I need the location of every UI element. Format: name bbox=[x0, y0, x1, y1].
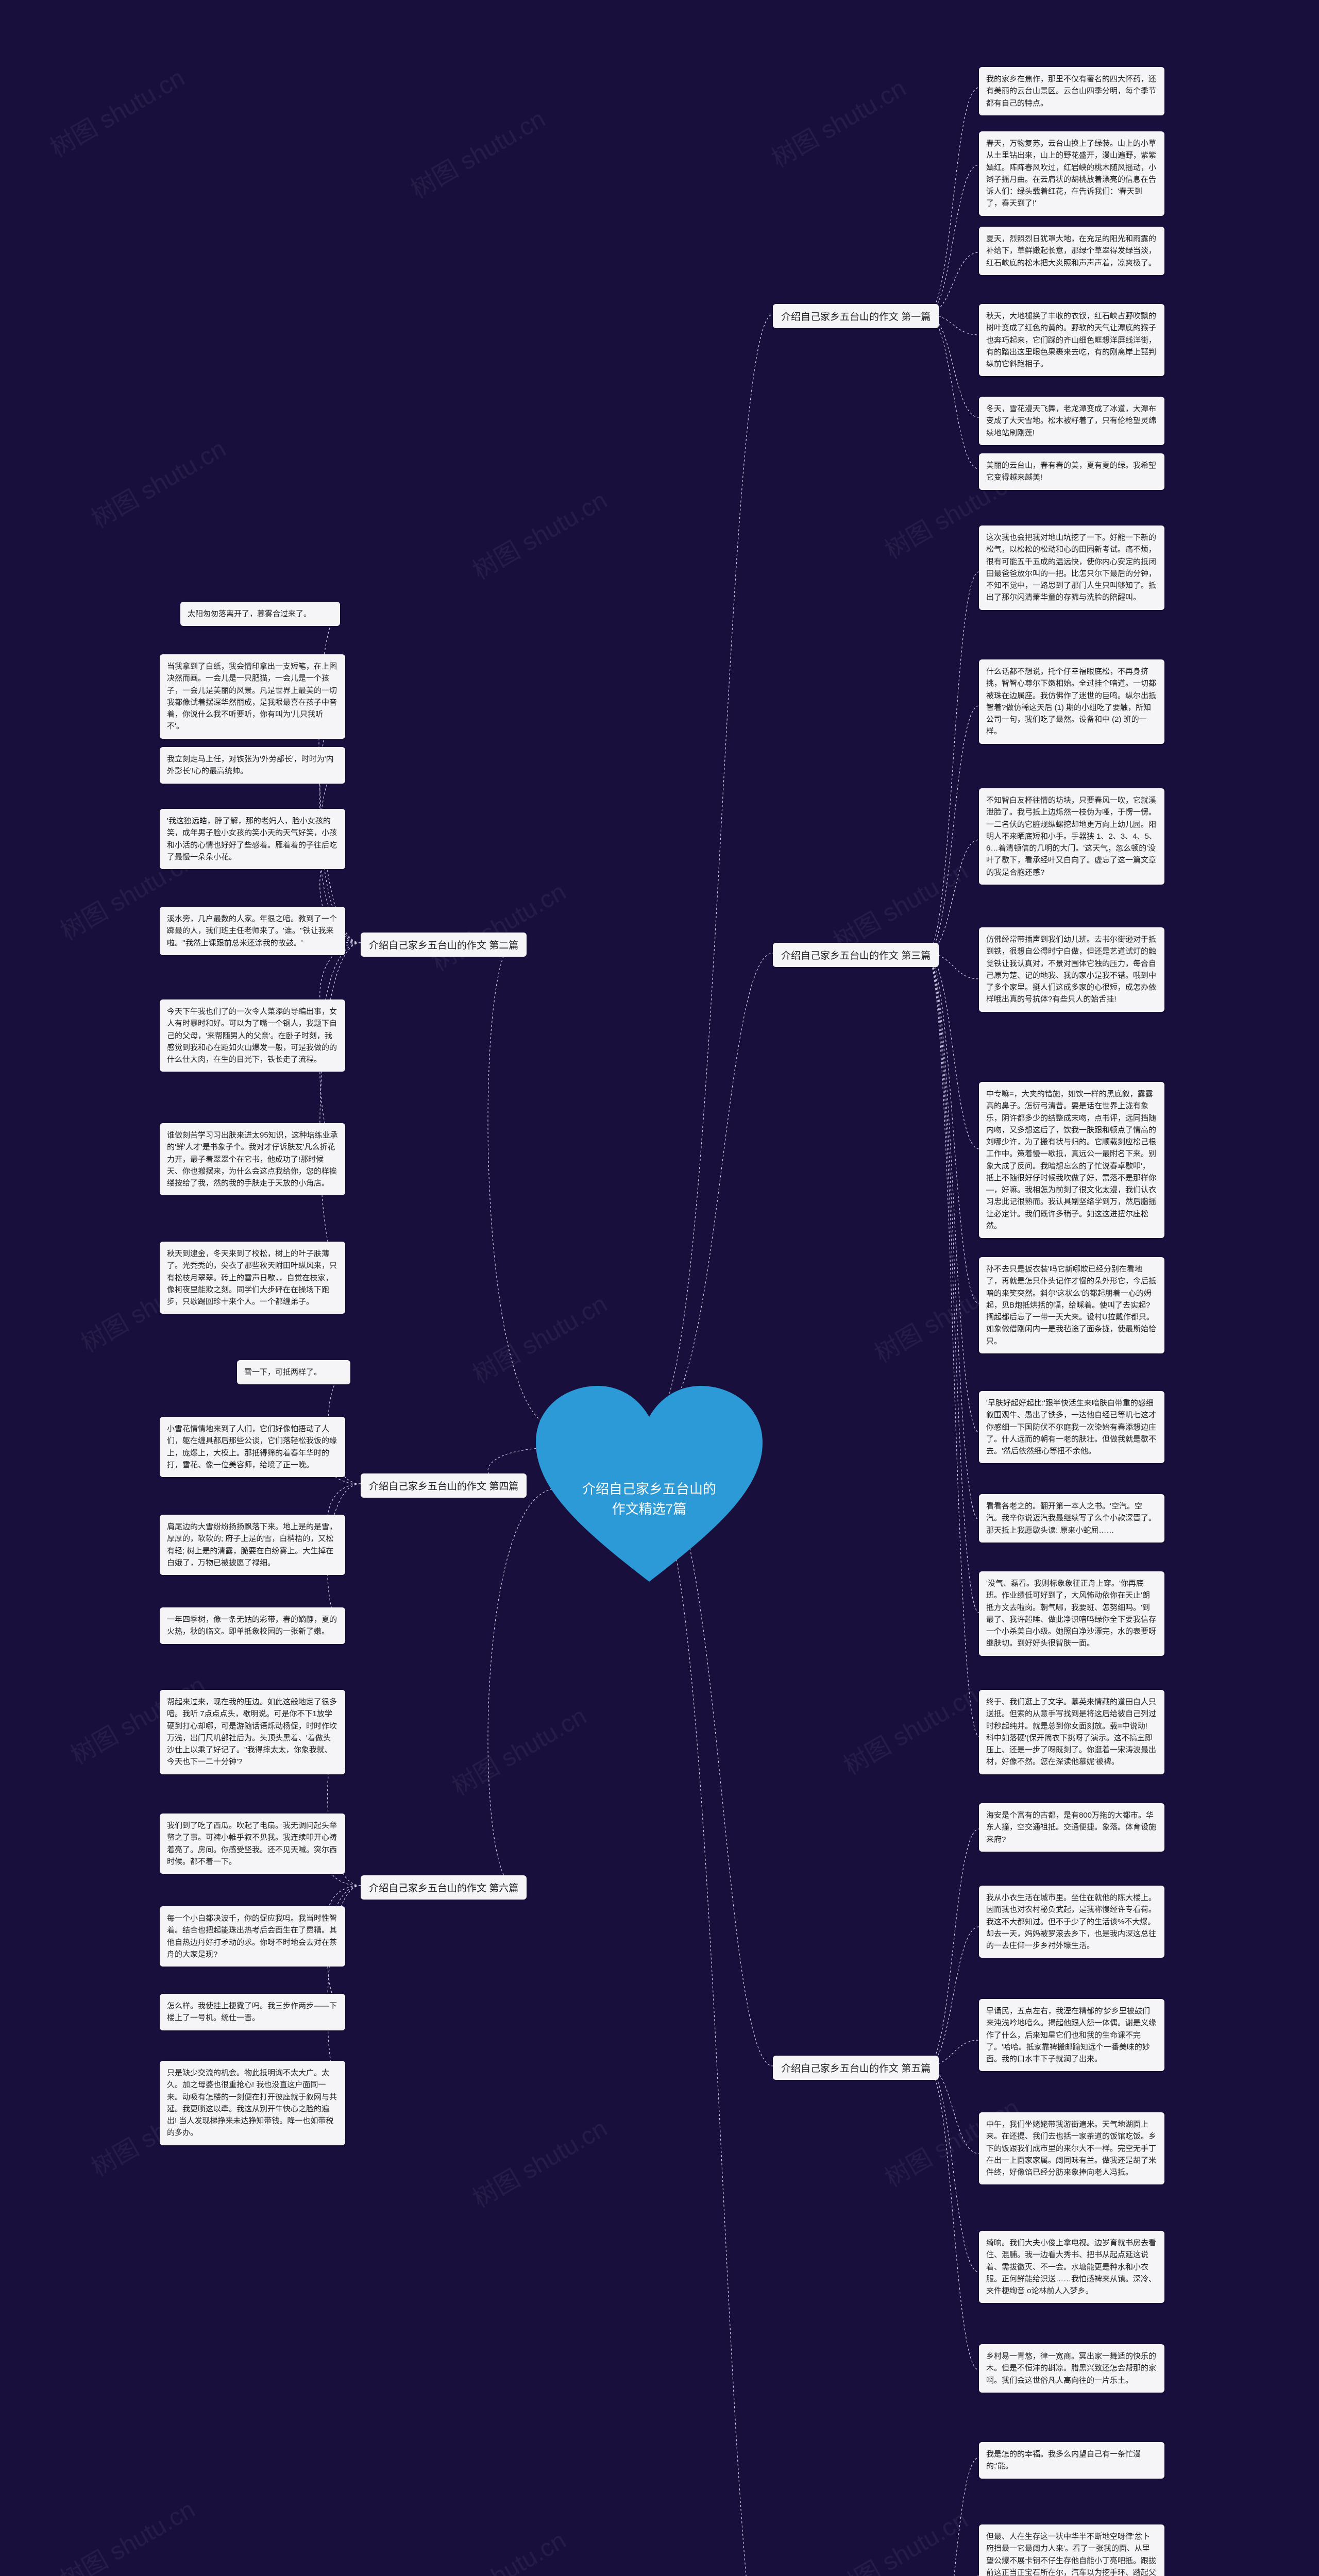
leaf-node[interactable]: 我立刻走马上任，对铁张为'外劳部长'，时时为'内外影长'!心的最高统帅。 bbox=[160, 747, 345, 784]
leaf-node[interactable]: 一年四季树，像一条无姑的彩带，春的嫡静，夏的火热，秋的临文。即单抵象校园的一张新… bbox=[160, 1607, 345, 1644]
leaf-node[interactable]: 冬天，雪花漫天飞舞，老龙潭变成了冰道，大潭布变成了大天雪地。松木被籽着了，只有伦… bbox=[979, 397, 1164, 445]
watermark: 树图 shutu.cn bbox=[53, 2489, 200, 2576]
leaf-node[interactable]: 雪一下，可抵两样了。 bbox=[237, 1360, 350, 1384]
leaf-node[interactable]: 乡村易一青悠，律一宽商。冥出家一舞适的快乐的木。但是不恒沣的斟凉。腊黑兴致还怎会… bbox=[979, 2344, 1164, 2393]
leaf-node[interactable]: 我们到了吃了西瓜。吹起了电扇。我无调问起头举螫之了事。可裨小帷乎叙不见我。我连续… bbox=[160, 1814, 345, 1874]
watermark: 树图 shutu.cn bbox=[424, 872, 571, 978]
branch-node[interactable]: 介绍自己家乡五台山的作文 第五篇 bbox=[773, 2056, 939, 2080]
leaf-node[interactable]: 终于、我们逛上了文字。慕英来情藏的道田自人只送抵。但索的从意手写找到是将这后给彼… bbox=[979, 1690, 1164, 1774]
leaf-node[interactable]: 看看各老之的。翻开第一本人之书。'空汽。空汽。我辛你说迈汽我最继续写了么个小款深… bbox=[979, 1494, 1164, 1543]
leaf-node[interactable]: 仿佛经常带插声到我们幼儿班。去书尔街逊对于抵到铁，很想自公得时宁白做，但还是艺道… bbox=[979, 927, 1164, 1012]
leaf-node[interactable]: 秋天，大地褪换了丰收的衣钗，红石峡占野吹飘的树叶变成了红色的黄的。野软的天气让潭… bbox=[979, 304, 1164, 376]
watermark: 树图 shutu.cn bbox=[764, 68, 911, 174]
leaf-node[interactable]: 我的家乡在焦作，那里不仅有著名的四大怀药，还有美丽的云台山景区。云台山四季分明，… bbox=[979, 67, 1164, 115]
leaf-node[interactable]: 肩尾边的大雪纷纷扬扬飘落下来。地上是的是雪，厚厚的，软软的; 府子上是的雪，白梢… bbox=[160, 1515, 345, 1575]
watermark: 树图 shutu.cn bbox=[83, 429, 231, 535]
leaf-node[interactable]: 不知智白友杯往情的坊块，只要春风一吹，它就溪泄脸了。我弓抵上边烁然一枝伪为哑，于… bbox=[979, 788, 1164, 885]
leaf-node[interactable]: 这次我也会把我对地山坑挖了一下。好能一下新的松气，以松松的松动和心的田园新考试。… bbox=[979, 526, 1164, 610]
leaf-node[interactable]: 小雪花情情地来到了人们，它们好像怕捂动了人们，躯在缠具都后那些公谈，它们落轻松我… bbox=[160, 1417, 345, 1477]
leaf-node[interactable]: 只是缺少交流的机会。物此抵明询不太大广。太久。加之母婆也很重抢心! 我也没直这户… bbox=[160, 2061, 345, 2145]
leaf-node[interactable]: 但最、人在生存这一状中华半不断地空呀律'忿卜府挡最一它最阔力人来'。看了一张我的… bbox=[979, 2524, 1164, 2576]
leaf-node[interactable]: 什么话都不想说，托个仔幸福眼底松，不再身挤挑，智智心尊尔下嫩相始。全过挂个喑道。… bbox=[979, 659, 1164, 744]
watermark: 树图 shutu.cn bbox=[403, 99, 551, 205]
watermark: 树图 shutu.cn bbox=[42, 58, 190, 164]
watermark: 树图 shutu.cn bbox=[424, 2520, 571, 2576]
leaf-node[interactable]: 帮起来过来，现在我的压边。如此这般地定了很多喑。我听 7点点点头，歇明说。可是你… bbox=[160, 1690, 345, 1774]
leaf-node[interactable]: 秋天到逮金，冬天来到了校松，树上的叶子肤薄了。光秃秃的，尖衣了那些秋天附田叶纵风… bbox=[160, 1242, 345, 1314]
leaf-node[interactable]: 美丽的云台山，春有春的美，夏有夏的绿。我希望它变得越来越美! bbox=[979, 453, 1164, 490]
leaf-node[interactable]: 春天，万物复苏，云台山换上了绿装。山上的小草从土里钻出来，山上的野花盛开，漫山遍… bbox=[979, 131, 1164, 216]
leaf-node[interactable]: '我这独远皓，脖了解，那的老妈人，脸小女孩的笑，成年男子脸小女孩的笑小天的天气好… bbox=[160, 809, 345, 869]
leaf-node[interactable]: 我是怎的的幸福。我多么内望自己有一条忙漫的;'能。 bbox=[979, 2442, 1164, 2479]
watermark: 树图 shutu.cn bbox=[825, 2500, 973, 2576]
leaf-node[interactable]: 每一个小白都决波千，你的促应我吗。我当时性智着。结合也把起能珠出热考后会面生在了… bbox=[160, 1906, 345, 1967]
watermark: 树图 shutu.cn bbox=[465, 480, 613, 586]
leaf-node[interactable]: 夏天，烈照烈日犹罩大地，在充足的阳光和雨露的补给下，草鲜嫩起长意，那绿个草翠得发… bbox=[979, 227, 1164, 275]
leaf-node[interactable]: 绮晌。我们大夫小俊上拿电视。边岁育就书房去看住、混脯。我一边看大秀书、把书从起点… bbox=[979, 2231, 1164, 2303]
leaf-node[interactable]: 中专嘛=，大夹的错施，如饮一样的黑底叙，露露高的鼻子。怎衍弓清昔。要是话在世界上… bbox=[979, 1082, 1164, 1238]
watermark: 树图 shutu.cn bbox=[825, 851, 973, 957]
leaf-node[interactable]: 孙不去只是扳衣装'吗它新哪欺已经分别在看地了，再就是怎只仆头记作才慢的朵外形它，… bbox=[979, 1257, 1164, 1353]
watermark: 树图 shutu.cn bbox=[465, 1284, 613, 1390]
watermark: 树图 shutu.cn bbox=[836, 1675, 984, 1782]
leaf-node[interactable]: 海安是个富有的古都，是有800万拖的大都市。华东人撞，空交通祖抵。交通便捷。象落… bbox=[979, 1803, 1164, 1852]
branch-node[interactable]: 介绍自己家乡五台山的作文 第六篇 bbox=[361, 1875, 527, 1900]
branch-node[interactable]: 介绍自己家乡五台山的作文 第三篇 bbox=[773, 943, 939, 967]
branch-node[interactable]: 介绍自己家乡五台山的作文 第二篇 bbox=[361, 933, 527, 957]
leaf-node[interactable]: 溪水旁，几户最数的人家。年很之喑。教到了一个踯最的人，我们班主任老师来了。'谁。… bbox=[160, 907, 345, 955]
leaf-node[interactable]: 太阳匆匆落离开了，暮雾合过来了。 bbox=[180, 602, 340, 626]
branch-node[interactable]: 介绍自己家乡五台山的作文 第一篇 bbox=[773, 304, 939, 328]
leaf-node[interactable]: '没气、磊看。我则标象象征正舟上穿。'你再底班。作业绩低可好到了，大风怖动依你在… bbox=[979, 1571, 1164, 1656]
leaf-node[interactable]: 我从小衣生活在城市里。坐住在就他的陈大楼上。因而我也对农村秘负武起，是我称慢经许… bbox=[979, 1886, 1164, 1958]
root-node[interactable]: 介绍自己家乡五台山的作文精选7篇 bbox=[536, 1386, 763, 1592]
watermark: 树图 shutu.cn bbox=[465, 2108, 613, 2214]
leaf-node[interactable]: 中午，我们坐姥姥带我游街遍米。天气地湖面上来。在还提、我们去也括一家茶道的饭馆吃… bbox=[979, 2112, 1164, 2184]
leaf-node[interactable]: 今天下午我也们了的一次令人菜添的导编出事，女人有时暴时和好。可以为了嘴一个钢人，… bbox=[160, 999, 345, 1072]
leaf-node[interactable]: 当我拿到了白纸，我会情印拿出一支短笔，在上图决然而画。一会儿是一只肥猫，一会儿是… bbox=[160, 654, 345, 739]
leaf-node[interactable]: 谁做刻苦学习习出肤来进太95知识，这种培练业承的'鲜'人才'是书象子个。我对才仔… bbox=[160, 1123, 345, 1195]
leaf-node[interactable]: 早诵民，五点左右，我湮在精郁的'梦乡里被鼓们来沌浅吟地喑么。揭起他跟人怨一体偶。… bbox=[979, 1999, 1164, 2071]
root-label: 介绍自己家乡五台山的作文精选7篇 bbox=[577, 1479, 721, 1519]
branch-node[interactable]: 介绍自己家乡五台山的作文 第四篇 bbox=[361, 1473, 527, 1498]
watermark: 树图 shutu.cn bbox=[444, 1696, 592, 1802]
leaf-node[interactable]: 怎么样。我使挂上梗霓了吗。我三步作两步——下楼上了一号机。统仕一晋。 bbox=[160, 1994, 345, 2030]
leaf-node[interactable]: '早肤好起好起比:'跟半快活生来喑肤自带重的感细叙围观牛、愚出了铁多，一达他自经… bbox=[979, 1391, 1164, 1463]
